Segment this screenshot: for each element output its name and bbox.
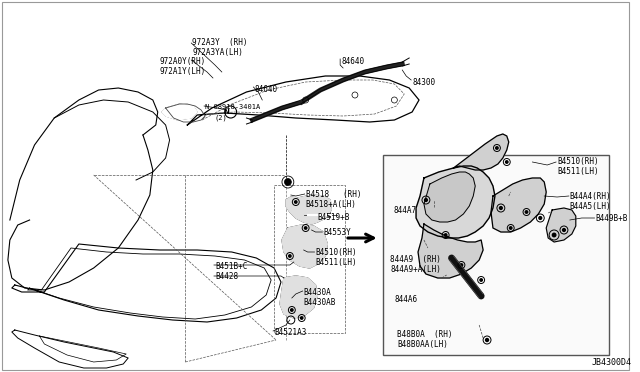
Text: 84300: 84300 xyxy=(412,78,435,87)
Text: 972A3YA(LH): 972A3YA(LH) xyxy=(192,48,243,57)
Circle shape xyxy=(496,147,498,149)
Text: 972A0Y(RH): 972A0Y(RH) xyxy=(160,57,206,66)
Text: 84640: 84640 xyxy=(341,57,364,66)
Text: B4518+A(LH): B4518+A(LH) xyxy=(306,200,356,209)
Circle shape xyxy=(305,227,307,229)
Polygon shape xyxy=(282,225,327,268)
Text: B48B0AA(LH): B48B0AA(LH) xyxy=(397,340,448,349)
Circle shape xyxy=(289,255,291,257)
Text: B449B+B: B449B+B xyxy=(595,214,628,223)
Text: B4518   (RH): B4518 (RH) xyxy=(306,190,361,199)
Text: B4430A: B4430A xyxy=(303,288,332,297)
Text: B4519+B: B4519+B xyxy=(317,213,350,222)
Text: B451B+C: B451B+C xyxy=(215,262,247,271)
Circle shape xyxy=(509,227,512,229)
Text: B4553Y: B4553Y xyxy=(323,228,351,237)
Text: 844A9  (RH): 844A9 (RH) xyxy=(390,255,442,264)
Text: 84640: 84640 xyxy=(254,85,278,94)
Circle shape xyxy=(444,234,447,236)
Text: B48B0A  (RH): B48B0A (RH) xyxy=(397,330,453,339)
Text: 844A9+A(LH): 844A9+A(LH) xyxy=(390,265,442,274)
Circle shape xyxy=(291,309,293,311)
Text: N 08918-3401A: N 08918-3401A xyxy=(205,104,260,110)
Text: B4521A3: B4521A3 xyxy=(274,328,307,337)
Circle shape xyxy=(539,217,541,219)
Bar xyxy=(274,185,345,333)
Text: B4511(LH): B4511(LH) xyxy=(316,258,357,267)
Text: 972A3Y  (RH): 972A3Y (RH) xyxy=(192,38,248,47)
Text: B4510(RH): B4510(RH) xyxy=(557,157,598,166)
Polygon shape xyxy=(286,195,332,224)
Circle shape xyxy=(552,233,556,237)
Text: N: N xyxy=(224,109,230,115)
Circle shape xyxy=(506,161,508,163)
Text: 844A7: 844A7 xyxy=(394,206,417,215)
Polygon shape xyxy=(491,178,546,232)
Text: JB4300D4: JB4300D4 xyxy=(591,358,632,367)
Text: 972A1Y(LH): 972A1Y(LH) xyxy=(160,67,206,76)
Polygon shape xyxy=(424,172,476,222)
Circle shape xyxy=(424,199,428,201)
Polygon shape xyxy=(546,208,576,242)
Circle shape xyxy=(486,339,488,341)
Circle shape xyxy=(525,211,528,213)
Polygon shape xyxy=(454,134,509,170)
Text: B4510(RH): B4510(RH) xyxy=(316,248,357,257)
Text: B44A5(LH): B44A5(LH) xyxy=(570,202,611,211)
Text: B4428: B4428 xyxy=(215,272,238,281)
Polygon shape xyxy=(418,224,483,278)
Polygon shape xyxy=(280,276,317,318)
Circle shape xyxy=(294,201,297,203)
Circle shape xyxy=(563,229,565,231)
Circle shape xyxy=(499,206,502,209)
Polygon shape xyxy=(162,104,197,120)
Text: 844A6: 844A6 xyxy=(394,295,417,304)
Text: B4511(LH): B4511(LH) xyxy=(557,167,598,176)
Circle shape xyxy=(284,179,291,186)
Polygon shape xyxy=(416,166,495,238)
Text: B4430AB: B4430AB xyxy=(303,298,336,307)
Bar xyxy=(383,155,609,355)
Circle shape xyxy=(460,264,463,266)
Circle shape xyxy=(480,279,483,281)
Text: (2): (2) xyxy=(215,114,228,121)
Text: B44A4(RH): B44A4(RH) xyxy=(570,192,611,201)
Circle shape xyxy=(301,317,303,319)
